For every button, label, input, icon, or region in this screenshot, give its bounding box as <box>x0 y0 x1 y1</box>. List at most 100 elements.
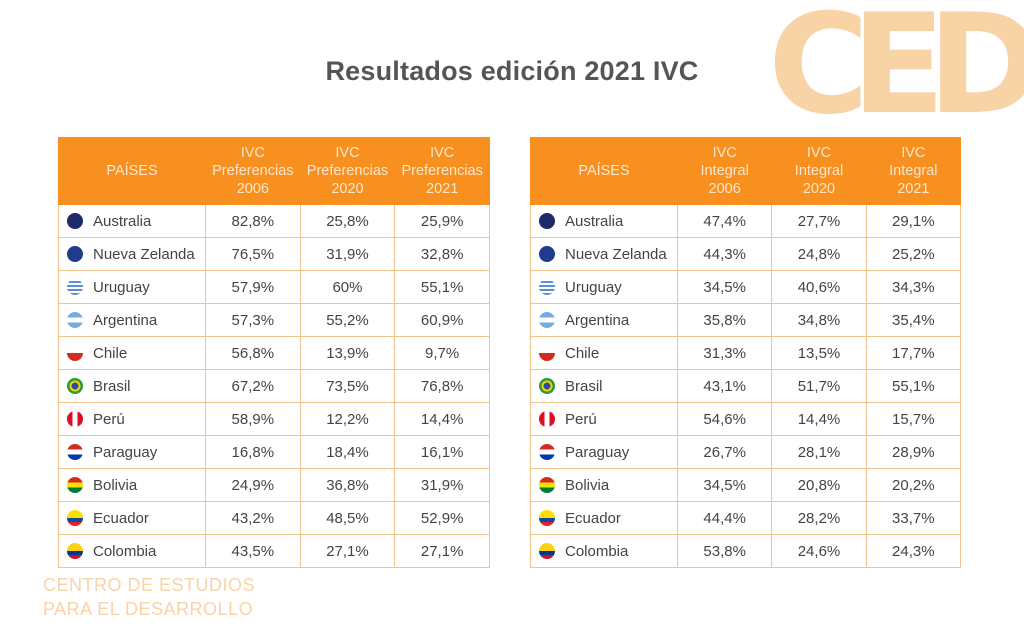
country-name: Australia <box>565 212 624 230</box>
country-cell: Chile <box>58 336 206 370</box>
value-cell: 25,2% <box>865 237 962 271</box>
country-cell: Nueva Zelanda <box>58 237 206 271</box>
value-cell: 15,7% <box>865 402 962 436</box>
country-name: Uruguay <box>565 278 622 296</box>
country-cell: Argentina <box>530 303 678 337</box>
table-row: Ecuador 44,4% 28,2% 33,7% <box>530 501 962 535</box>
country-cell: Bolivia <box>530 468 678 502</box>
value-cell: 17,7% <box>865 336 962 370</box>
country-name: Perú <box>93 410 125 428</box>
value-cell: 24,9% <box>205 468 301 502</box>
value-cell: 60,9% <box>394 303 490 337</box>
footer-line-1: CENTRO DE ESTUDIOS <box>43 575 256 595</box>
value-cell: 43,1% <box>676 369 773 403</box>
header-row: PAÍSES IVC Preferencias 2006 IVC Preferencias… <box>58 137 490 205</box>
country-cell: Ecuador <box>58 501 206 535</box>
flag-icon <box>67 476 83 493</box>
value-cell: 51,7% <box>771 369 867 403</box>
flag-icon <box>539 377 555 394</box>
table-row: Perú 58,9% 12,2% 14,4% <box>58 402 490 436</box>
footer-org-name: CENTRO DE ESTUDIOS PARA EL DESARROLLO <box>43 573 255 621</box>
table-row: Chile 56,8% 13,9% 9,7% <box>58 336 490 370</box>
flag-icon <box>539 509 555 526</box>
value-cell: 56,8% <box>205 336 301 370</box>
header-col: IVC Preferencias 2020 <box>299 137 396 205</box>
country-name: Brasil <box>565 377 603 395</box>
value-cell: 16,1% <box>394 435 490 469</box>
value-cell: 18,4% <box>299 435 396 469</box>
value-cell: 36,8% <box>299 468 396 502</box>
header-col: IVC Preferencias 2006 <box>205 137 301 205</box>
value-cell: 35,4% <box>865 303 962 337</box>
flag-icon <box>67 443 83 460</box>
value-cell: 32,8% <box>394 237 490 271</box>
country-name: Argentina <box>93 311 158 329</box>
table-row: Uruguay 57,9% 60% 55,1% <box>58 270 490 304</box>
header-line: 2020 <box>331 181 364 197</box>
header-line: IVC <box>901 145 926 161</box>
value-cell: 35,8% <box>676 303 773 337</box>
country-name: Ecuador <box>93 509 149 527</box>
value-cell: 55,2% <box>299 303 396 337</box>
header-line: IVC <box>712 145 737 161</box>
flag-icon <box>67 278 83 295</box>
value-cell: 14,4% <box>771 402 867 436</box>
value-cell: 48,5% <box>299 501 396 535</box>
table-row: Paraguay 16,8% 18,4% 16,1% <box>58 435 490 469</box>
footer-line-2: PARA EL DESARROLLO <box>43 599 254 619</box>
value-cell: 53,8% <box>676 534 773 568</box>
country-name: Paraguay <box>93 443 158 461</box>
country-name: Argentina <box>565 311 630 329</box>
value-cell: 55,1% <box>394 270 490 304</box>
country-name: Colombia <box>93 542 157 560</box>
value-cell: 54,6% <box>676 402 773 436</box>
value-cell: 25,9% <box>394 204 490 238</box>
ivc-integral-table: PAÍSES IVC Integral 2006 IVC Integral 2020 IVC I… <box>530 137 962 568</box>
country-cell: Uruguay <box>530 270 678 304</box>
country-name: Australia <box>93 212 152 230</box>
table-row: Bolivia 34,5% 20,8% 20,2% <box>530 468 962 502</box>
ced-logo: CED <box>768 0 1024 145</box>
value-cell: 20,8% <box>771 468 867 502</box>
value-cell: 57,9% <box>205 270 301 304</box>
value-cell: 58,9% <box>205 402 301 436</box>
ivc-preferencias-table: PAÍSES IVC Preferencias 2006 IVC Preferencias… <box>58 137 490 568</box>
country-name: Nueva Zelanda <box>93 245 195 263</box>
value-cell: 28,9% <box>865 435 962 469</box>
value-cell: 31,3% <box>676 336 773 370</box>
value-cell: 26,7% <box>676 435 773 469</box>
value-cell: 43,2% <box>205 501 301 535</box>
country-name: Colombia <box>565 542 629 560</box>
header-col: IVC Integral 2020 <box>771 137 867 205</box>
country-name: Bolivia <box>93 476 138 494</box>
header-paises: PAÍSES <box>58 137 206 205</box>
value-cell: 44,3% <box>676 237 773 271</box>
flag-icon <box>539 311 555 328</box>
table-row: Paraguay 26,7% 28,1% 28,9% <box>530 435 962 469</box>
country-cell: Chile <box>530 336 678 370</box>
flag-icon <box>539 212 555 229</box>
flag-icon <box>539 476 555 493</box>
flag-icon <box>67 344 83 361</box>
country-name: Paraguay <box>565 443 630 461</box>
country-name: Bolivia <box>565 476 610 494</box>
country-name: Uruguay <box>93 278 150 296</box>
header-line: Preferencias <box>401 163 483 179</box>
table-row: Nueva Zelanda 44,3% 24,8% 25,2% <box>530 237 962 271</box>
flag-icon <box>67 410 83 427</box>
country-cell: Uruguay <box>58 270 206 304</box>
page-title: Resultados edición 2021 IVC <box>325 56 699 86</box>
flag-icon <box>67 542 83 559</box>
header-line: 2021 <box>426 181 459 197</box>
value-cell: 28,1% <box>771 435 867 469</box>
value-cell: 67,2% <box>205 369 301 403</box>
value-cell: 28,2% <box>771 501 867 535</box>
value-cell: 82,8% <box>205 204 301 238</box>
country-cell: Nueva Zelanda <box>530 237 678 271</box>
header-line: IVC <box>335 145 360 161</box>
value-cell: 27,1% <box>299 534 396 568</box>
value-cell: 12,2% <box>299 402 396 436</box>
value-cell: 73,5% <box>299 369 396 403</box>
table-row: Uruguay 34,5% 40,6% 34,3% <box>530 270 962 304</box>
flag-icon <box>67 212 83 229</box>
